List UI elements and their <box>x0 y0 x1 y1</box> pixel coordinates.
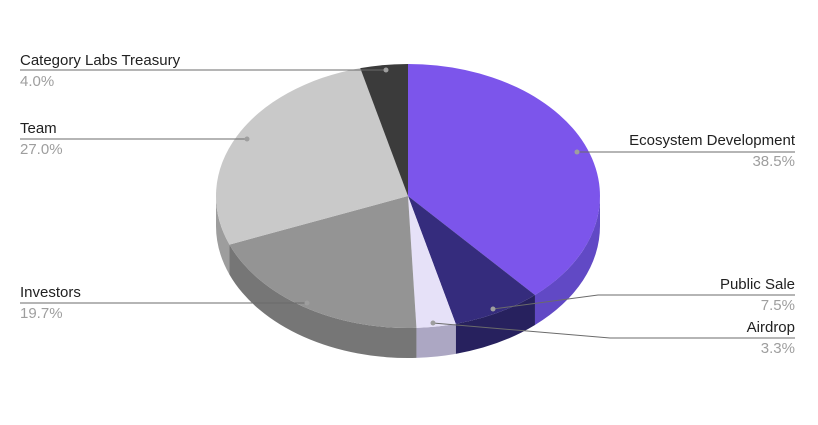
slice-label: Airdrop <box>746 319 795 336</box>
slice-side-team <box>216 196 230 275</box>
callout-public-sale: Public Sale 7.5% <box>515 276 795 315</box>
slice-percent: 27.0% <box>20 141 63 158</box>
pie-side-walls <box>216 196 600 358</box>
slice-airdrop[interactable] <box>408 196 456 328</box>
callout-investors: Investors 19.7% <box>20 284 81 323</box>
leader-dot-investors <box>304 300 310 306</box>
callout-category-labs-treasury: Category Labs Treasury 4.0% <box>20 52 180 91</box>
slice-ecosystem-development[interactable] <box>408 64 600 296</box>
slice-category-labs-treasury[interactable] <box>360 64 408 196</box>
slice-side-public-sale <box>455 295 535 354</box>
leader-dot-category-labs-treasury <box>383 67 389 73</box>
leader-dot-airdrop <box>430 320 436 326</box>
leader-line-airdrop <box>432 322 795 339</box>
slice-label: Investors <box>20 284 81 301</box>
slice-investors[interactable] <box>229 196 417 328</box>
slice-side-airdrop <box>416 323 456 358</box>
callout-team: Team 27.0% <box>20 120 63 159</box>
slice-label: Ecosystem Development <box>629 132 795 149</box>
slice-percent: 4.0% <box>20 73 55 90</box>
slice-percent: 7.5% <box>760 297 795 314</box>
slice-label: Team <box>20 120 57 137</box>
leader-line-public-sale <box>492 294 795 310</box>
leader-dot-team <box>244 136 250 142</box>
slice-team[interactable] <box>216 68 408 245</box>
slice-label: Category Labs Treasury <box>20 52 181 69</box>
callout-airdrop: Airdrop 3.3% <box>515 319 795 358</box>
slice-percent: 38.5% <box>752 153 795 170</box>
pie-slices <box>216 64 600 328</box>
slice-public-sale[interactable] <box>408 196 535 324</box>
slice-label: Public Sale <box>719 276 795 293</box>
slice-side-ecosystem-development <box>534 196 600 326</box>
slice-percent: 3.3% <box>760 340 795 357</box>
leader-dot-public-sale <box>490 306 496 312</box>
slice-side-investors <box>229 244 417 358</box>
callout-ecosystem-development: Ecosystem Development 38.5% <box>515 132 795 171</box>
leader-dot-ecosystem-development <box>574 149 580 155</box>
callout-lines <box>20 67 795 339</box>
slice-percent: 19.7% <box>20 305 63 322</box>
